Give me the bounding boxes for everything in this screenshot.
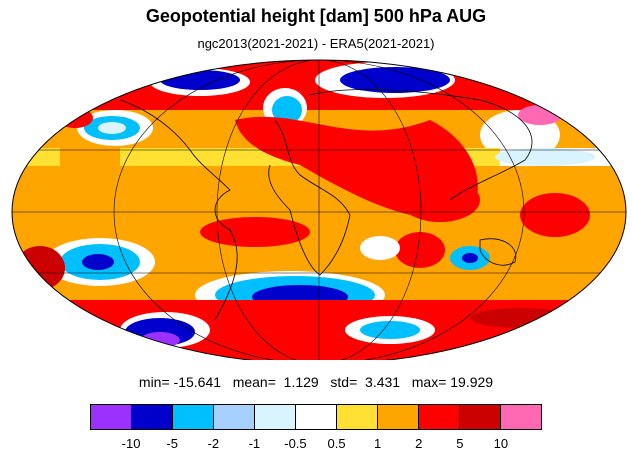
max-label: max= — [411, 374, 447, 390]
map-title: Geopotential height [dam] 500 hPa AUG — [145, 6, 487, 26]
field-darkred-sp — [15, 246, 65, 290]
colorbar-box — [132, 405, 173, 429]
colorbar-box — [173, 405, 214, 429]
statistics-line: min= -15.641 mean= 1.129 std= 3.431 max=… — [0, 374, 632, 390]
colorbar-labels: -10 -5 -2 -1 -0.5 0.5 1 2 5 10 — [90, 436, 542, 454]
colorbar-box — [296, 405, 337, 429]
globe-outline — [11, 59, 627, 360]
colorbar-tick-label: -0.5 — [284, 436, 307, 451]
colorbar-box — [214, 405, 255, 429]
colorbar-box — [337, 405, 378, 429]
field-north-red — [12, 60, 626, 110]
colorbar-box — [91, 405, 132, 429]
colorbar — [90, 404, 542, 430]
colorbar-tick-label: 1 — [374, 436, 382, 451]
field-red-indian — [400, 178, 480, 222]
field-red-southatlantic — [200, 217, 310, 247]
field-lightblue-na — [98, 122, 126, 134]
field-blue-arctic2 — [340, 67, 450, 93]
colorbar-box — [460, 405, 501, 429]
colorbar-tick-label: -1 — [248, 436, 261, 451]
field-lightblue-east — [495, 148, 595, 166]
field-red-wpacific — [520, 193, 590, 237]
field-blue-arctic1 — [160, 70, 240, 90]
field-skyblue-antarctic2 — [360, 321, 420, 339]
colorbar-tick-label: 2 — [415, 436, 423, 451]
colorbar-tick-label: -2 — [207, 436, 220, 451]
colorbar-box — [255, 405, 296, 429]
colorbar-tick-label: 5 — [456, 436, 464, 451]
field-red-pacific — [57, 108, 93, 128]
max-value: 19.929 — [450, 374, 494, 390]
field-blue-sio — [462, 253, 478, 263]
graticule — [12, 60, 626, 360]
min-label: min= — [138, 374, 170, 390]
coastlines — [119, 89, 533, 321]
colorbar-tick-label: -10 — [121, 436, 141, 451]
mollweide-map — [11, 59, 627, 360]
colorbar-tick-label: 10 — [493, 436, 509, 451]
anomaly-field — [12, 60, 626, 360]
field-orange-gap1 — [60, 148, 120, 166]
field-blue-sp — [82, 254, 114, 270]
map-subtitle: ngc2013(2021-2021) - ERA5(2021-2021) — [197, 36, 435, 51]
colorbar-tick-label: -5 — [166, 436, 178, 451]
mean-label: mean= — [232, 374, 276, 390]
field-skyblue-europe — [272, 96, 302, 124]
min-value: -15.641 — [173, 374, 222, 390]
colorbar-box — [419, 405, 460, 429]
field-white-sio — [360, 236, 400, 260]
colorbar-tick-label: 0.5 — [327, 436, 346, 451]
colorbar-box — [378, 405, 419, 429]
std-label: std= — [330, 374, 358, 390]
mean-value: 1.129 — [283, 374, 319, 390]
field-darkred-antarctic — [470, 308, 570, 328]
field-red-southindian — [395, 232, 445, 268]
std-value: 3.431 — [365, 374, 401, 390]
colorbar-box — [501, 405, 541, 429]
